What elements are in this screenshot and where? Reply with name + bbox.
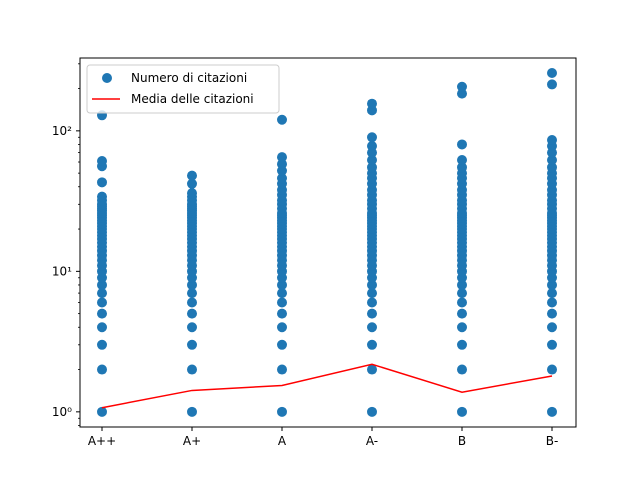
y-tick-label: 10¹: [52, 264, 72, 278]
scatter-point: [97, 177, 107, 188]
scatter-point: [547, 297, 557, 308]
scatter-point: [457, 406, 467, 417]
scatter-point: [277, 364, 287, 375]
x-tick-label: A++: [88, 434, 116, 448]
scatter-point: [187, 288, 197, 299]
scatter-point: [457, 288, 467, 299]
scatter-point: [367, 162, 377, 173]
scatter-point: [277, 308, 287, 319]
scatter-point: [547, 155, 557, 166]
legend-marker-scatter: [102, 73, 112, 83]
scatter-point: [367, 155, 377, 166]
scatter-point: [367, 279, 377, 290]
x-tick-label: A: [278, 434, 287, 448]
scatter-point: [97, 339, 107, 350]
scatter-point: [457, 155, 467, 166]
x-tick-label: B: [458, 434, 466, 448]
scatter-point: [367, 297, 377, 308]
scatter-point: [277, 339, 287, 350]
scatter-point: [367, 132, 377, 143]
scatter-point: [97, 406, 107, 417]
scatter-point: [457, 81, 467, 92]
scatter-point: [97, 308, 107, 319]
scatter-point: [97, 156, 107, 167]
scatter-point: [457, 139, 467, 150]
scatter-point: [97, 191, 107, 202]
scatter-point: [457, 339, 467, 350]
scatter-point: [457, 308, 467, 319]
scatter-point: [547, 308, 557, 319]
scatter-point: [187, 170, 197, 181]
x-tick-label: A+: [183, 434, 201, 448]
scatter-point: [97, 288, 107, 299]
x-tick-label: A-: [366, 434, 378, 448]
legend: Numero di citazioni Media delle citazion…: [86, 64, 280, 114]
scatter-point: [277, 173, 287, 184]
axes-frame: [79, 57, 577, 428]
scatter-point: [547, 339, 557, 350]
scatter-point: [547, 279, 557, 290]
x-axis: A++ A+ A A- B B-: [88, 427, 558, 448]
mean-line: [101, 363, 553, 409]
scatter-point: [97, 364, 107, 375]
scatter-point: [367, 98, 377, 109]
scatter-point: [547, 406, 557, 417]
scatter-point: [367, 322, 377, 333]
scatter-point: [187, 279, 197, 290]
scatter-point: [187, 178, 197, 189]
scatter-point: [97, 297, 107, 308]
scatter-point: [97, 279, 107, 290]
legend-label-line: Media delle citazioni: [131, 92, 254, 106]
x-tick-label: B-: [546, 434, 559, 448]
scatter-point: [457, 279, 467, 290]
scatter-point: [457, 322, 467, 333]
scatter-point: [547, 288, 557, 299]
scatter-point: [187, 322, 197, 333]
legend-box: [86, 64, 280, 114]
scatter-point: [457, 297, 467, 308]
scatter-point: [547, 322, 557, 333]
scatter-point: [367, 339, 377, 350]
scatter-point: [367, 288, 377, 299]
scatter-point: [367, 141, 377, 152]
scatter-point: [367, 406, 377, 417]
scatter-point: [547, 162, 557, 173]
scatter-point: [187, 364, 197, 375]
scatter-point: [547, 68, 557, 79]
y-tick-label: 10²: [52, 124, 72, 138]
scatter-point: [367, 364, 377, 375]
scatter-point: [187, 297, 197, 308]
scatter-point: [277, 159, 287, 170]
scatter-point: [547, 79, 557, 90]
scatter-point: [277, 152, 287, 163]
scatter-point: [277, 279, 287, 290]
scatter-point: [277, 406, 287, 417]
scatter-point: [277, 297, 287, 308]
scatter-point: [457, 162, 467, 173]
plot-area: [97, 68, 557, 417]
scatter-point: [547, 364, 557, 375]
scatter-point: [187, 308, 197, 319]
scatter-point: [277, 288, 287, 299]
scatter-point: [367, 308, 377, 319]
y-tick-label: 10⁰: [52, 405, 72, 419]
scatter-point: [187, 188, 197, 199]
scatter-point: [547, 135, 557, 146]
legend-label-scatter: Numero di citazioni: [131, 71, 247, 85]
scatter-point: [277, 114, 287, 125]
scatter-point: [457, 364, 467, 375]
scatter-point: [187, 339, 197, 350]
scatter-point: [457, 88, 467, 99]
scatter-point: [187, 406, 197, 417]
scatter-point: [97, 322, 107, 333]
scatter-point: [277, 322, 287, 333]
